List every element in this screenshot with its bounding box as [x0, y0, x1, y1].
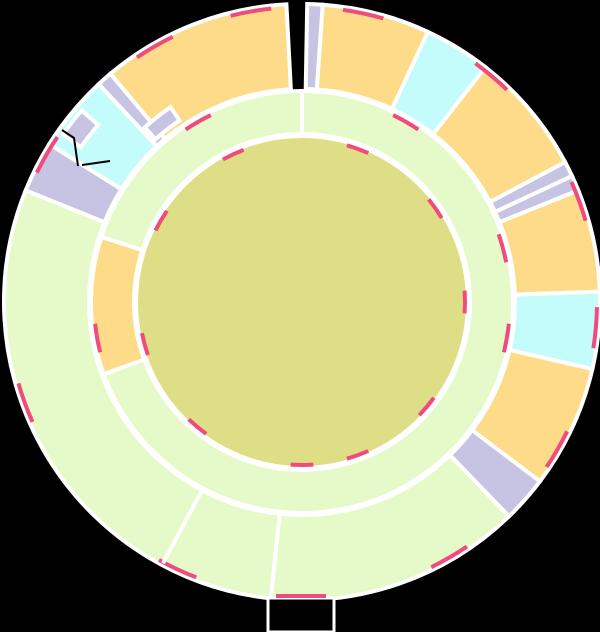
dash-mark — [591, 307, 599, 349]
dash-mark — [140, 332, 150, 356]
dash-mark — [501, 323, 511, 353]
dash-mark — [474, 61, 509, 92]
dash-mark — [569, 181, 588, 222]
dash-mark — [135, 35, 174, 60]
dash-mark — [544, 430, 569, 469]
dash-mark — [187, 417, 208, 436]
dash-mark — [346, 143, 370, 155]
dash-mark — [427, 198, 444, 220]
dash-mark — [222, 147, 245, 162]
dashed-outlines — [16, 6, 599, 580]
dash-mark — [153, 209, 169, 232]
center-circle — [134, 134, 470, 470]
dash-mark — [230, 6, 272, 18]
dash-mark — [346, 449, 370, 461]
dash-mark — [16, 382, 35, 423]
dash-mark — [430, 544, 469, 569]
dash-mark — [496, 233, 509, 263]
center-disc — [134, 134, 470, 470]
dash-mark — [184, 113, 212, 132]
small-subsegment — [141, 104, 183, 143]
dash-mark — [392, 113, 420, 132]
dash-mark — [93, 323, 103, 353]
bottom-tab — [266, 596, 336, 632]
extras — [60, 104, 336, 632]
dash-mark — [417, 396, 436, 417]
dash-mark — [35, 135, 60, 174]
dash-mark — [158, 558, 197, 580]
segment-divider — [161, 490, 203, 565]
small-subsegment — [60, 107, 102, 150]
detail-line — [61, 129, 79, 167]
dash-mark — [342, 7, 384, 21]
detail-line — [81, 160, 111, 166]
